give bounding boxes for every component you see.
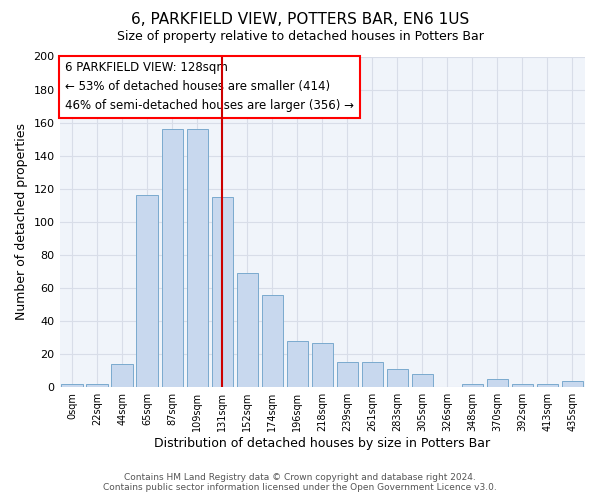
Bar xyxy=(537,384,558,387)
Bar xyxy=(61,384,83,387)
Y-axis label: Number of detached properties: Number of detached properties xyxy=(15,124,28,320)
Bar xyxy=(337,362,358,387)
Bar xyxy=(86,384,108,387)
Text: 6 PARKFIELD VIEW: 128sqm
← 53% of detached houses are smaller (414)
46% of semi-: 6 PARKFIELD VIEW: 128sqm ← 53% of detach… xyxy=(65,62,354,112)
Bar xyxy=(112,364,133,387)
Bar xyxy=(562,380,583,387)
Text: 6, PARKFIELD VIEW, POTTERS BAR, EN6 1US: 6, PARKFIELD VIEW, POTTERS BAR, EN6 1US xyxy=(131,12,469,28)
Bar xyxy=(512,384,533,387)
Bar xyxy=(487,379,508,387)
Bar xyxy=(161,130,183,387)
Bar xyxy=(287,341,308,387)
Bar xyxy=(387,369,408,387)
Text: Contains HM Land Registry data © Crown copyright and database right 2024.
Contai: Contains HM Land Registry data © Crown c… xyxy=(103,473,497,492)
Text: Size of property relative to detached houses in Potters Bar: Size of property relative to detached ho… xyxy=(116,30,484,43)
X-axis label: Distribution of detached houses by size in Potters Bar: Distribution of detached houses by size … xyxy=(154,437,490,450)
Bar xyxy=(362,362,383,387)
Bar xyxy=(236,273,258,387)
Bar xyxy=(311,342,333,387)
Bar xyxy=(462,384,483,387)
Bar xyxy=(136,196,158,387)
Bar xyxy=(262,294,283,387)
Bar xyxy=(187,130,208,387)
Bar xyxy=(212,197,233,387)
Bar xyxy=(412,374,433,387)
